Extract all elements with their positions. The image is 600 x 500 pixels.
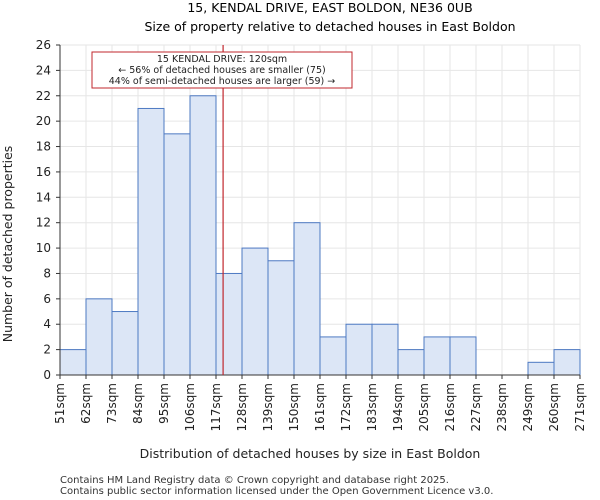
chart-title: 15, KENDAL DRIVE, EAST BOLDON, NE36 0UB xyxy=(187,0,472,15)
annotation-box: 15 KENDAL DRIVE: 120sqm ← 56% of detache… xyxy=(91,51,353,89)
histogram-bar xyxy=(59,349,87,376)
x-tick-label: 227sqm xyxy=(469,383,483,431)
x-tick-label: 183sqm xyxy=(365,383,379,431)
chart-subtitle: Size of property relative to detached ho… xyxy=(144,19,515,34)
y-tick-label: 22 xyxy=(36,89,51,103)
annotation-line-3: 44% of semi-detached houses are larger (… xyxy=(109,76,336,87)
x-tick-label: 62sqm xyxy=(79,383,93,424)
y-tick-label: 10 xyxy=(36,241,51,255)
histogram-bar xyxy=(85,298,113,376)
y-tick-label: 4 xyxy=(43,317,51,331)
x-tick-label: 106sqm xyxy=(183,383,197,431)
histogram-bar xyxy=(215,272,243,376)
annotation-line-2: ← 56% of detached houses are smaller (75… xyxy=(118,65,325,76)
x-tick-label: 260sqm xyxy=(547,383,561,431)
x-tick-label: 238sqm xyxy=(495,383,509,431)
histogram-bar xyxy=(527,361,555,376)
histogram-bar xyxy=(449,336,477,376)
x-tick-label: 216sqm xyxy=(443,383,457,431)
histogram-bar xyxy=(241,247,269,376)
x-tick-label: 128sqm xyxy=(235,383,249,431)
footer-line-1: Contains HM Land Registry data © Crown c… xyxy=(60,475,449,486)
histogram-bar xyxy=(371,323,399,376)
y-tick-label: 18 xyxy=(36,140,51,154)
x-tick-label: 172sqm xyxy=(339,383,353,431)
y-tick-label: 14 xyxy=(36,190,51,204)
x-tick-label: 84sqm xyxy=(131,383,145,424)
y-tick-label: 2 xyxy=(43,343,51,357)
y-tick-label: 20 xyxy=(36,114,51,128)
y-tick-label: 12 xyxy=(36,216,51,230)
annotation-line-1: 15 KENDAL DRIVE: 120sqm xyxy=(157,54,287,65)
x-tick-label: 139sqm xyxy=(261,383,275,431)
y-tick-label: 8 xyxy=(43,266,51,280)
x-tick-label: 117sqm xyxy=(209,383,223,431)
x-tick-label: 95sqm xyxy=(157,383,171,424)
histogram-bar xyxy=(423,336,451,376)
footer-line-2: Contains public sector information licen… xyxy=(60,486,493,497)
y-tick-label: 24 xyxy=(36,63,51,77)
histogram-bar xyxy=(553,349,581,376)
histogram-bar xyxy=(293,222,321,376)
histogram-bar xyxy=(137,107,165,376)
histogram-bar xyxy=(345,323,373,376)
x-tick-label: 73sqm xyxy=(105,383,119,424)
histogram-bar xyxy=(267,260,295,376)
y-tick-label: 16 xyxy=(36,165,51,179)
x-tick-labels: 51sqm 62sqm 73sqm 84sqm 95sqm 106sqm 117sqm 128… xyxy=(53,383,587,431)
histogram-bar xyxy=(111,311,139,376)
x-tick-label: 271sqm xyxy=(573,383,587,431)
x-tick-label: 249sqm xyxy=(521,383,535,431)
x-tick-label: 51sqm xyxy=(53,383,67,424)
histogram-bar xyxy=(189,95,217,376)
bars xyxy=(59,95,581,376)
x-tick-label: 161sqm xyxy=(313,383,327,431)
y-tick-label: 0 xyxy=(43,368,51,382)
axes xyxy=(56,44,581,379)
x-tick-label: 205sqm xyxy=(417,383,431,431)
x-axis-label: Distribution of detached houses by size … xyxy=(140,446,481,461)
x-tick-label: 194sqm xyxy=(391,383,405,431)
x-tick-label: 150sqm xyxy=(287,383,301,431)
histogram-bar xyxy=(163,133,191,376)
y-axis-label: Number of detached properties xyxy=(0,146,15,343)
histogram-bar xyxy=(397,349,425,376)
y-tick-label: 26 xyxy=(36,38,51,52)
y-tick-label: 6 xyxy=(43,292,51,306)
histogram-bar xyxy=(319,336,347,376)
